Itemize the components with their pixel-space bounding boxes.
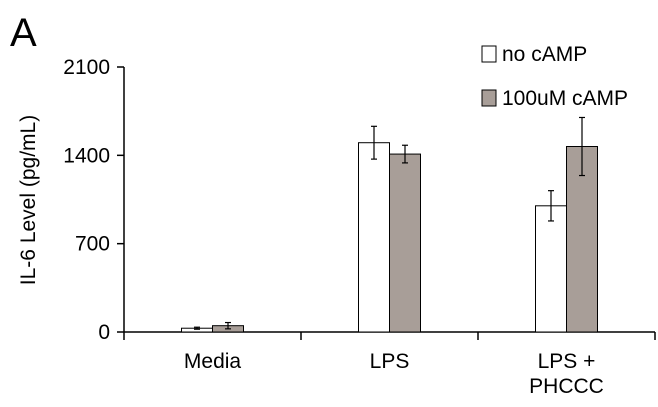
bars [181,116,598,333]
legend-label: 100uM cAMP [502,87,628,110]
x-tick-label: Media [184,350,242,373]
y-axis-title: IL-6 Level (pg/mL) [17,115,40,285]
bar-100um-camp-2 [566,146,598,333]
legend-swatch [481,89,497,107]
x-tick-label: PHCCC [529,375,604,398]
bar-100um-camp-1 [389,153,421,333]
bar-no-camp-2 [535,205,567,333]
bar-no-camp-1 [358,142,390,333]
legend-swatch [481,45,497,63]
x-axis: Media LPS LPS +PHCCC [123,331,656,398]
legend: no cAMP 100uM cAMP [481,43,628,110]
x-tick-label: LPS [370,350,410,373]
x-tick-label: LPS + [538,350,596,373]
y-tick-label: 700 [75,233,110,256]
y-tick-label: 2100 [63,56,110,79]
legend-label: no cAMP [502,43,587,66]
y-tick-label: 1400 [63,144,110,167]
y-axis: 0 700 1400 2100 [63,56,125,344]
panel-label: A [10,11,37,55]
y-tick-label: 0 [98,321,110,344]
